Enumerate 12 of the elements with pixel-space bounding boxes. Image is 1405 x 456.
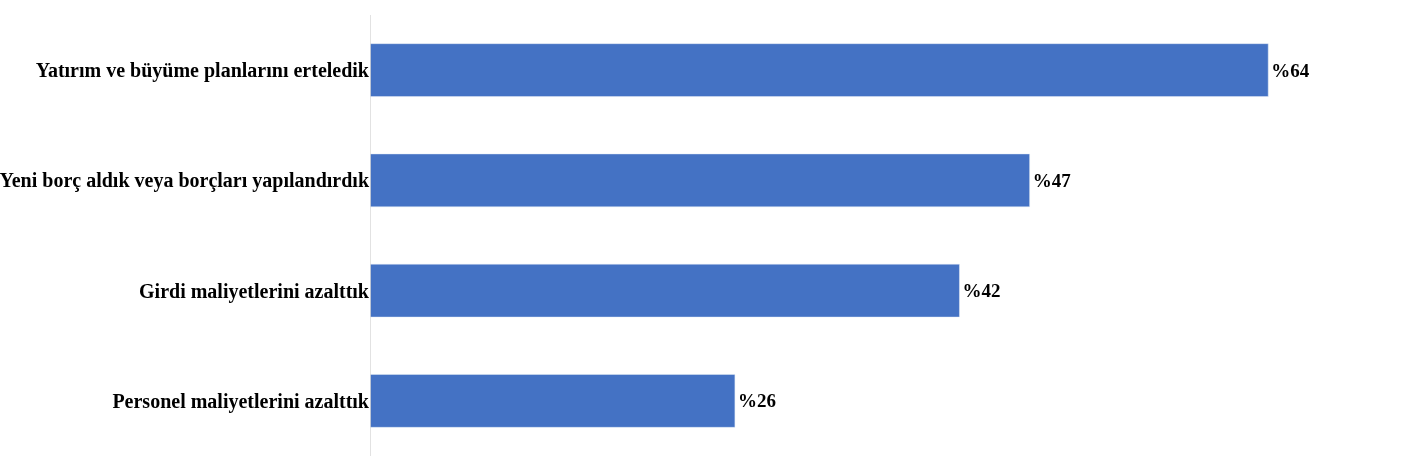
- bar: [370, 263, 960, 318]
- y-tick-label: Yeni borç aldık veya borçları yapılandırdık: [0, 169, 370, 193]
- data-label: %26: [737, 390, 776, 412]
- y-tick-label: Girdi maliyetlerini azalttık: [139, 279, 370, 303]
- bar: [370, 43, 1269, 97]
- data-label: %64: [1271, 59, 1310, 81]
- bar: [370, 153, 1030, 208]
- data-label: %47: [1032, 169, 1072, 191]
- y-tick-label: Personel maliyetlerini azalttık: [112, 389, 370, 413]
- bar: [370, 374, 736, 428]
- y-tick-label: Yatırım ve büyüme planlarını erteledik: [35, 59, 370, 83]
- data-label: %42: [962, 280, 1001, 302]
